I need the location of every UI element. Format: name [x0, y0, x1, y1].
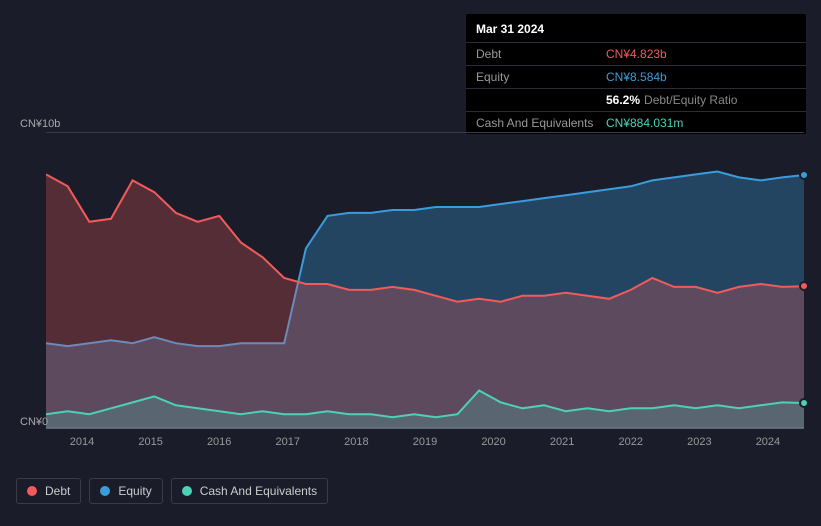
- tooltip-debt-label: Debt: [476, 47, 606, 61]
- tooltip-row-ratio: 56.2% Debt/Equity Ratio: [466, 88, 806, 111]
- legend-debt-label: Debt: [45, 484, 70, 498]
- tooltip-equity-label: Equity: [476, 70, 606, 84]
- tooltip-equity-value: CN¥8.584b: [606, 70, 796, 84]
- chart-svg: [46, 133, 804, 429]
- x-axis-tick: 2020: [460, 436, 528, 448]
- x-axis-tick: 2016: [185, 436, 253, 448]
- tooltip-ratio-value: 56.2%: [606, 93, 640, 107]
- equity-swatch-icon: [100, 486, 110, 496]
- tooltip-debt-value: CN¥4.823b: [606, 47, 796, 61]
- x-axis-tick: 2021: [528, 436, 596, 448]
- tooltip-panel: Mar 31 2024 Debt CN¥4.823b Equity CN¥8.5…: [466, 14, 806, 134]
- legend: Debt Equity Cash And Equivalents: [16, 478, 328, 504]
- x-axis-tick: 2014: [48, 436, 116, 448]
- x-axis-tick: 2017: [254, 436, 322, 448]
- debt-swatch-icon: [27, 486, 37, 496]
- tooltip-row-debt: Debt CN¥4.823b: [466, 42, 806, 65]
- x-axis-tick: 2015: [117, 436, 185, 448]
- x-axis-tick: 2019: [391, 436, 459, 448]
- x-axis-tick: 2022: [597, 436, 665, 448]
- debt-end-marker-icon: [799, 281, 809, 291]
- y-axis-max-label: CN¥10b: [20, 118, 60, 130]
- tooltip-ratio-label: Debt/Equity Ratio: [644, 93, 737, 107]
- equity-end-marker-icon: [799, 170, 809, 180]
- x-axis-tick: 2024: [734, 436, 802, 448]
- tooltip-row-cash: Cash And Equivalents CN¥884.031m: [466, 111, 806, 134]
- y-axis-min-label: CN¥0: [20, 416, 48, 428]
- tooltip-cash-value: CN¥884.031m: [606, 116, 796, 130]
- x-axis-tick: 2018: [322, 436, 390, 448]
- cash-swatch-icon: [182, 486, 192, 496]
- tooltip-ratio-empty: [476, 93, 606, 107]
- x-axis: 2014201520162017201820192020202120222023…: [46, 436, 804, 448]
- tooltip-row-equity: Equity CN¥8.584b: [466, 65, 806, 88]
- cash-end-marker-icon: [799, 398, 809, 408]
- tooltip-ratio-wrap: 56.2% Debt/Equity Ratio: [606, 93, 796, 107]
- legend-item-equity[interactable]: Equity: [89, 478, 162, 504]
- x-axis-tick: 2023: [665, 436, 733, 448]
- legend-item-cash[interactable]: Cash And Equivalents: [171, 478, 328, 504]
- tooltip-date: Mar 31 2024: [466, 14, 806, 42]
- chart-plot-area[interactable]: [46, 132, 804, 428]
- tooltip-cash-label: Cash And Equivalents: [476, 116, 606, 130]
- legend-item-debt[interactable]: Debt: [16, 478, 81, 504]
- legend-cash-label: Cash And Equivalents: [200, 484, 317, 498]
- legend-equity-label: Equity: [118, 484, 151, 498]
